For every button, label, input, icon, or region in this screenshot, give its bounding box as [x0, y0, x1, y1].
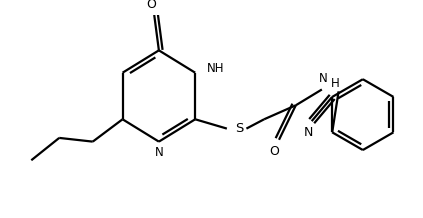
Text: S: S	[235, 122, 243, 135]
Text: O: O	[146, 0, 157, 11]
Text: O: O	[269, 145, 279, 158]
Text: N: N	[319, 72, 327, 85]
Text: H: H	[331, 77, 340, 90]
Text: N: N	[303, 126, 313, 139]
Text: NH: NH	[207, 61, 225, 75]
Text: N: N	[154, 146, 163, 159]
